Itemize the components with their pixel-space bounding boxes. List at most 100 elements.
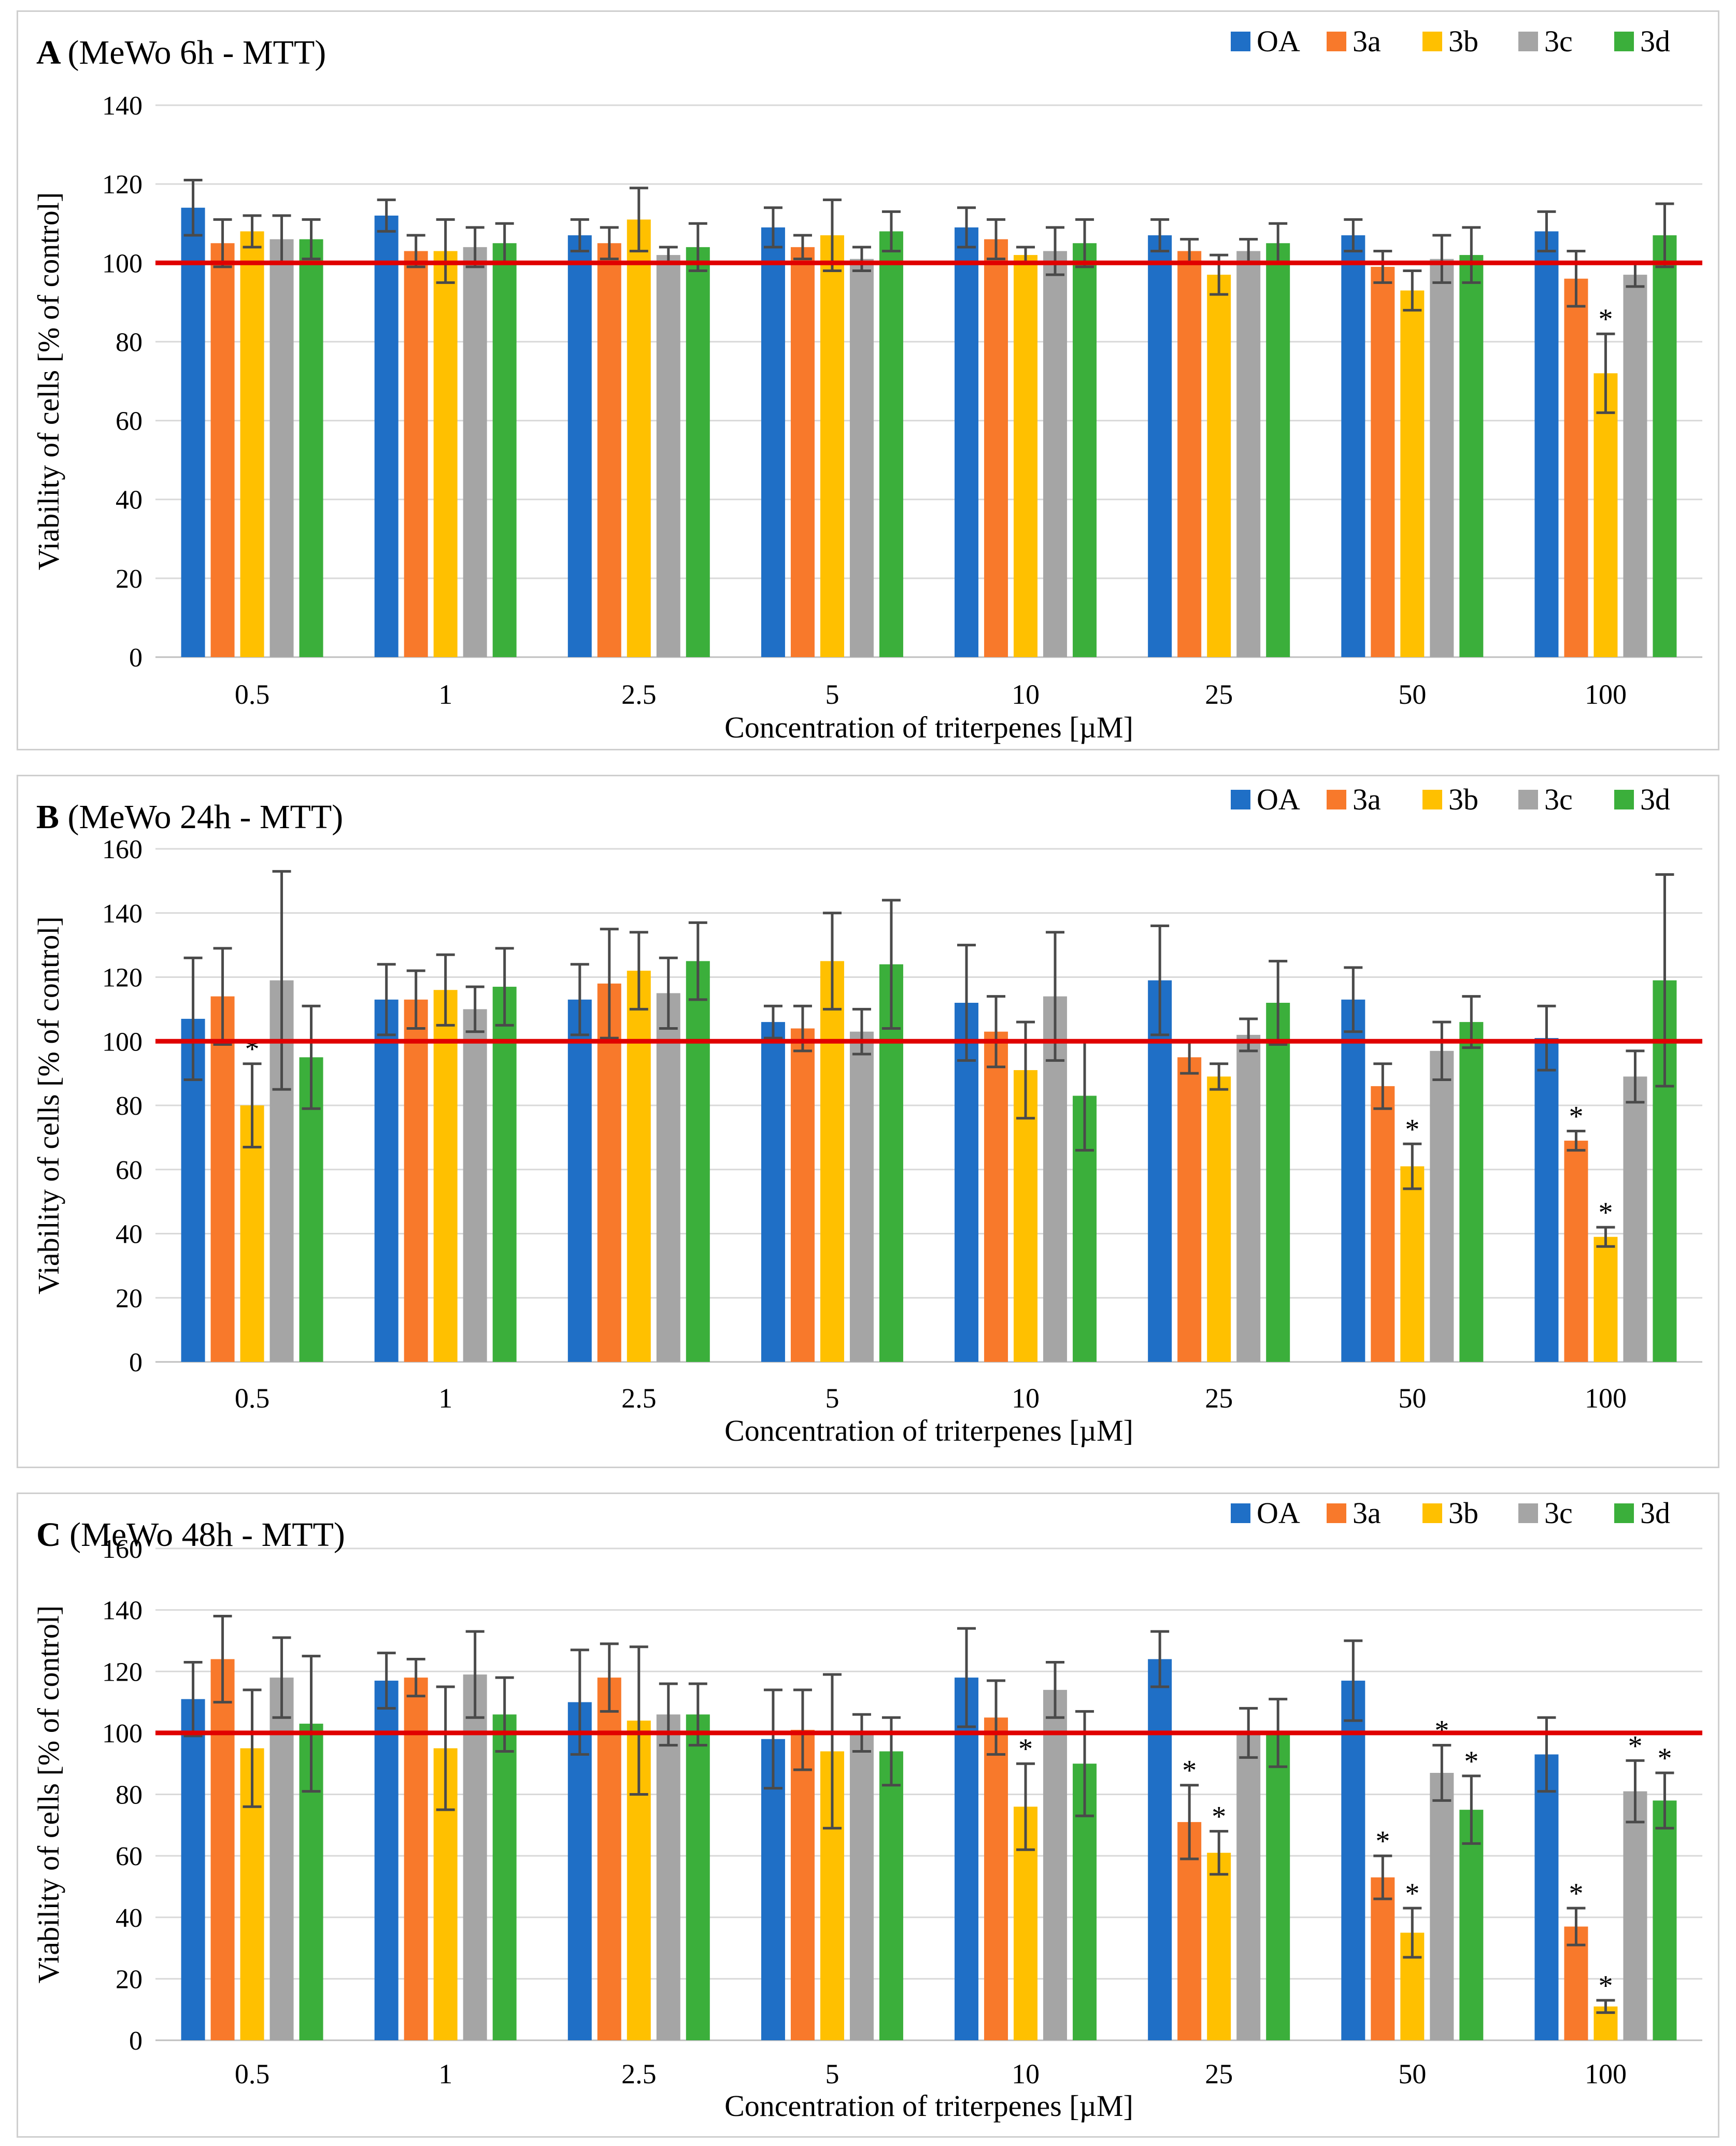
bar-3c [849, 259, 874, 657]
chart-svg-a: 0 20 40 60 80 100 120 140 0.5 1 2.5 5 10 25 50 100 * A (M… [32, 24, 1702, 744]
significance-marker: * [1182, 1755, 1197, 1787]
x-tick-label: 25 [1205, 2058, 1233, 2090]
bar-OA [1341, 1681, 1365, 2040]
legend-label: 3c [1544, 783, 1573, 816]
bar-3a [210, 996, 235, 1362]
legend-swatch-3d [1614, 790, 1634, 809]
x-tick-label: 5 [825, 1383, 839, 1414]
significance-marker: * [1405, 1113, 1419, 1145]
y-tick-label: 40 [116, 1220, 143, 1249]
bar-3d [1459, 255, 1484, 658]
bar-3c [656, 993, 680, 1362]
bar-3a [984, 239, 1008, 658]
significance-marker: * [1569, 1101, 1583, 1133]
y-tick-label: 120 [102, 1657, 143, 1687]
bar-3a [1177, 251, 1202, 657]
bar-3b [1400, 1166, 1425, 1362]
bar-3d [1266, 1003, 1290, 1362]
y-tick-label: 20 [116, 564, 143, 594]
significance-marker: * [1405, 1878, 1419, 1910]
legend-label: 3a [1353, 783, 1381, 816]
bar-3d [879, 1751, 903, 2040]
y-tick-label: 100 [102, 1027, 143, 1057]
bar-3d [1073, 243, 1097, 657]
y-tick-label: 40 [116, 1903, 143, 1933]
chart-panel-a: 0 20 40 60 80 100 120 140 0.5 1 2.5 5 10 25 50 100 * A (M… [17, 10, 1719, 750]
significance-marker: * [1657, 1742, 1672, 1774]
bar-OA [1534, 1754, 1559, 2040]
bar-OA [567, 999, 592, 1362]
bar-3a [404, 1678, 428, 2040]
significance-marker: * [1018, 1733, 1033, 1765]
bar-OA [567, 235, 592, 657]
y-tick-label: 20 [116, 1284, 143, 1313]
x-tick-label: 1 [438, 1383, 452, 1414]
x-axis-label: Concentration of triterpenes [µM] [724, 2089, 1133, 2123]
legend-swatch-OA [1231, 790, 1250, 809]
legend-swatch-3d [1614, 1503, 1634, 1523]
bar-3c [849, 1031, 874, 1362]
legend-swatch-3c [1518, 1503, 1538, 1523]
bar-3d [1653, 235, 1677, 657]
y-tick-label: 120 [102, 963, 143, 993]
bar-3a [1371, 266, 1395, 657]
bar-3d [492, 1714, 517, 2040]
bar-3b [627, 971, 651, 1362]
y-tick-label: 80 [116, 1091, 143, 1121]
significance-marker: * [1375, 1825, 1390, 1857]
chart-panel-c: 0 20 40 60 80 100 120 140 160 0.5 1 2.5 5 10 25 50 100 * *… [17, 1493, 1719, 2138]
legend-swatch-3b [1422, 32, 1442, 51]
y-tick-label: 100 [102, 249, 143, 278]
x-tick-label: 0.5 [235, 1383, 270, 1414]
bar-3a [984, 1031, 1008, 1362]
bar-3c [1430, 1772, 1454, 2040]
chart-svg-b: 0 20 40 60 80 100 120 140 160 0.5 1 2.5 5 10 25 50 100 * *… [32, 783, 1702, 1447]
significance-marker: * [1569, 1878, 1583, 1910]
bar-3c [1236, 1034, 1261, 1362]
significance-marker: * [1212, 1801, 1226, 1833]
panel-title-text: (MeWo 6h - MTT) [68, 34, 326, 72]
bar-3d [1266, 1732, 1290, 2040]
legend-label: 3b [1448, 24, 1478, 58]
bar-OA [1534, 1038, 1559, 1362]
panel-title-text: (MeWo 24h - MTT) [68, 798, 344, 836]
significance-marker: * [1598, 1970, 1613, 2002]
bar-3d [686, 247, 710, 657]
legend-swatch-3a [1327, 32, 1346, 51]
bar-3d [1459, 1810, 1484, 2040]
legend-swatch-3a [1327, 790, 1346, 809]
bar-3a [597, 983, 621, 1362]
bar-3c [463, 247, 487, 657]
y-axis-label: Viability of cells [% of control] [32, 1605, 65, 1983]
x-tick-label: 100 [1585, 2058, 1627, 2090]
x-tick-label: 10 [1012, 679, 1040, 710]
legend-swatch-3b [1422, 790, 1442, 809]
bar-OA [955, 1678, 979, 2040]
x-axis-label: Concentration of triterpenes [µM] [724, 1414, 1133, 1447]
bar-3c [1623, 1076, 1647, 1362]
x-tick-label: 5 [825, 2058, 839, 2090]
bar-3b [433, 990, 458, 1362]
bar-3a [1564, 278, 1588, 657]
bar-3a [210, 1659, 235, 2040]
legend-label: 3a [1353, 1496, 1381, 1530]
bar-3a [984, 1717, 1008, 2040]
y-tick-label: 0 [129, 643, 143, 673]
bar-3a [790, 1729, 815, 2040]
bar-3b [1207, 1076, 1231, 1362]
bar-3c [656, 1714, 680, 2040]
significance-marker: * [1464, 1745, 1478, 1778]
bar-3c [269, 1678, 294, 2040]
legend-swatch-OA [1231, 32, 1250, 51]
x-tick-label: 50 [1398, 679, 1426, 710]
legend-label: 3d [1640, 1496, 1670, 1530]
bar-3d [299, 239, 323, 658]
legend-label: OA [1257, 24, 1300, 58]
bar-3c [269, 239, 294, 658]
y-tick-label: 40 [116, 486, 143, 515]
y-tick-label: 140 [102, 899, 143, 929]
x-tick-label: 5 [825, 679, 839, 710]
x-axis-label: Concentration of triterpenes [µM] [724, 710, 1133, 744]
bar-3d [879, 231, 903, 657]
chart-svg-c: 0 20 40 60 80 100 120 140 160 0.5 1 2.5 5 10 25 50 100 * *… [32, 1496, 1702, 2123]
